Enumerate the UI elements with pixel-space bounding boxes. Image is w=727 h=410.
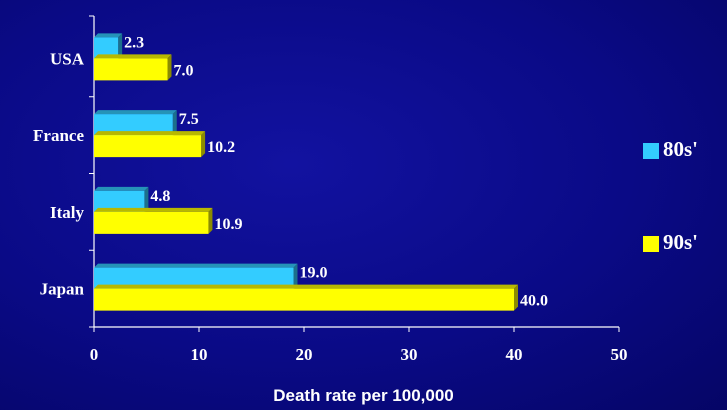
bar-top-face — [94, 207, 213, 212]
data-label: 40.0 — [520, 293, 548, 310]
bar-top-face — [94, 263, 298, 268]
bar-top-face — [94, 284, 518, 289]
bar-top-face — [94, 186, 149, 191]
data-label: 19.0 — [300, 265, 328, 282]
bar-side-face — [118, 33, 123, 60]
x-tick-label: 30 — [401, 345, 418, 364]
x-tick-label: 10 — [191, 345, 208, 364]
data-label: 10.9 — [214, 216, 242, 233]
bar-top-face — [94, 131, 206, 136]
bar — [94, 135, 202, 158]
bar-top-face — [94, 54, 172, 59]
data-label: 7.0 — [174, 62, 194, 79]
x-tick-label: 0 — [90, 345, 99, 364]
x-axis-label: Death rate per 100,000 — [273, 386, 454, 405]
data-label: 2.3 — [124, 34, 144, 51]
bar-side-face — [201, 131, 206, 158]
data-label: 10.2 — [207, 139, 235, 156]
data-label: 7.5 — [179, 111, 199, 128]
bar — [94, 190, 145, 213]
bar — [94, 267, 294, 290]
bar — [94, 58, 168, 81]
category-label: Japan — [40, 280, 85, 299]
category-label: France — [33, 126, 84, 145]
x-tick-label: 20 — [296, 345, 313, 364]
bar — [94, 114, 173, 137]
data-label: 4.8 — [150, 188, 170, 205]
legend-label-90s: 90s' — [663, 230, 699, 254]
bar — [94, 288, 514, 311]
bar — [94, 37, 119, 60]
legend-label-80s: 80s' — [663, 137, 699, 161]
bar-side-face — [144, 186, 149, 213]
legend-swatch-80s — [643, 143, 659, 159]
x-tick-label: 50 — [611, 345, 628, 364]
bar-top-face — [94, 110, 177, 115]
legend-swatch-90s — [643, 236, 659, 252]
category-label: Italy — [50, 203, 85, 222]
bar-side-face — [167, 54, 172, 81]
x-tick-label: 40 — [506, 345, 523, 364]
bar-side-face — [293, 263, 298, 290]
bar-side-face — [208, 207, 213, 234]
bar — [94, 211, 209, 234]
bar-side-face — [514, 284, 518, 311]
bar-top-face — [94, 33, 123, 38]
category-label: USA — [50, 49, 85, 68]
bar-side-face — [172, 110, 177, 137]
